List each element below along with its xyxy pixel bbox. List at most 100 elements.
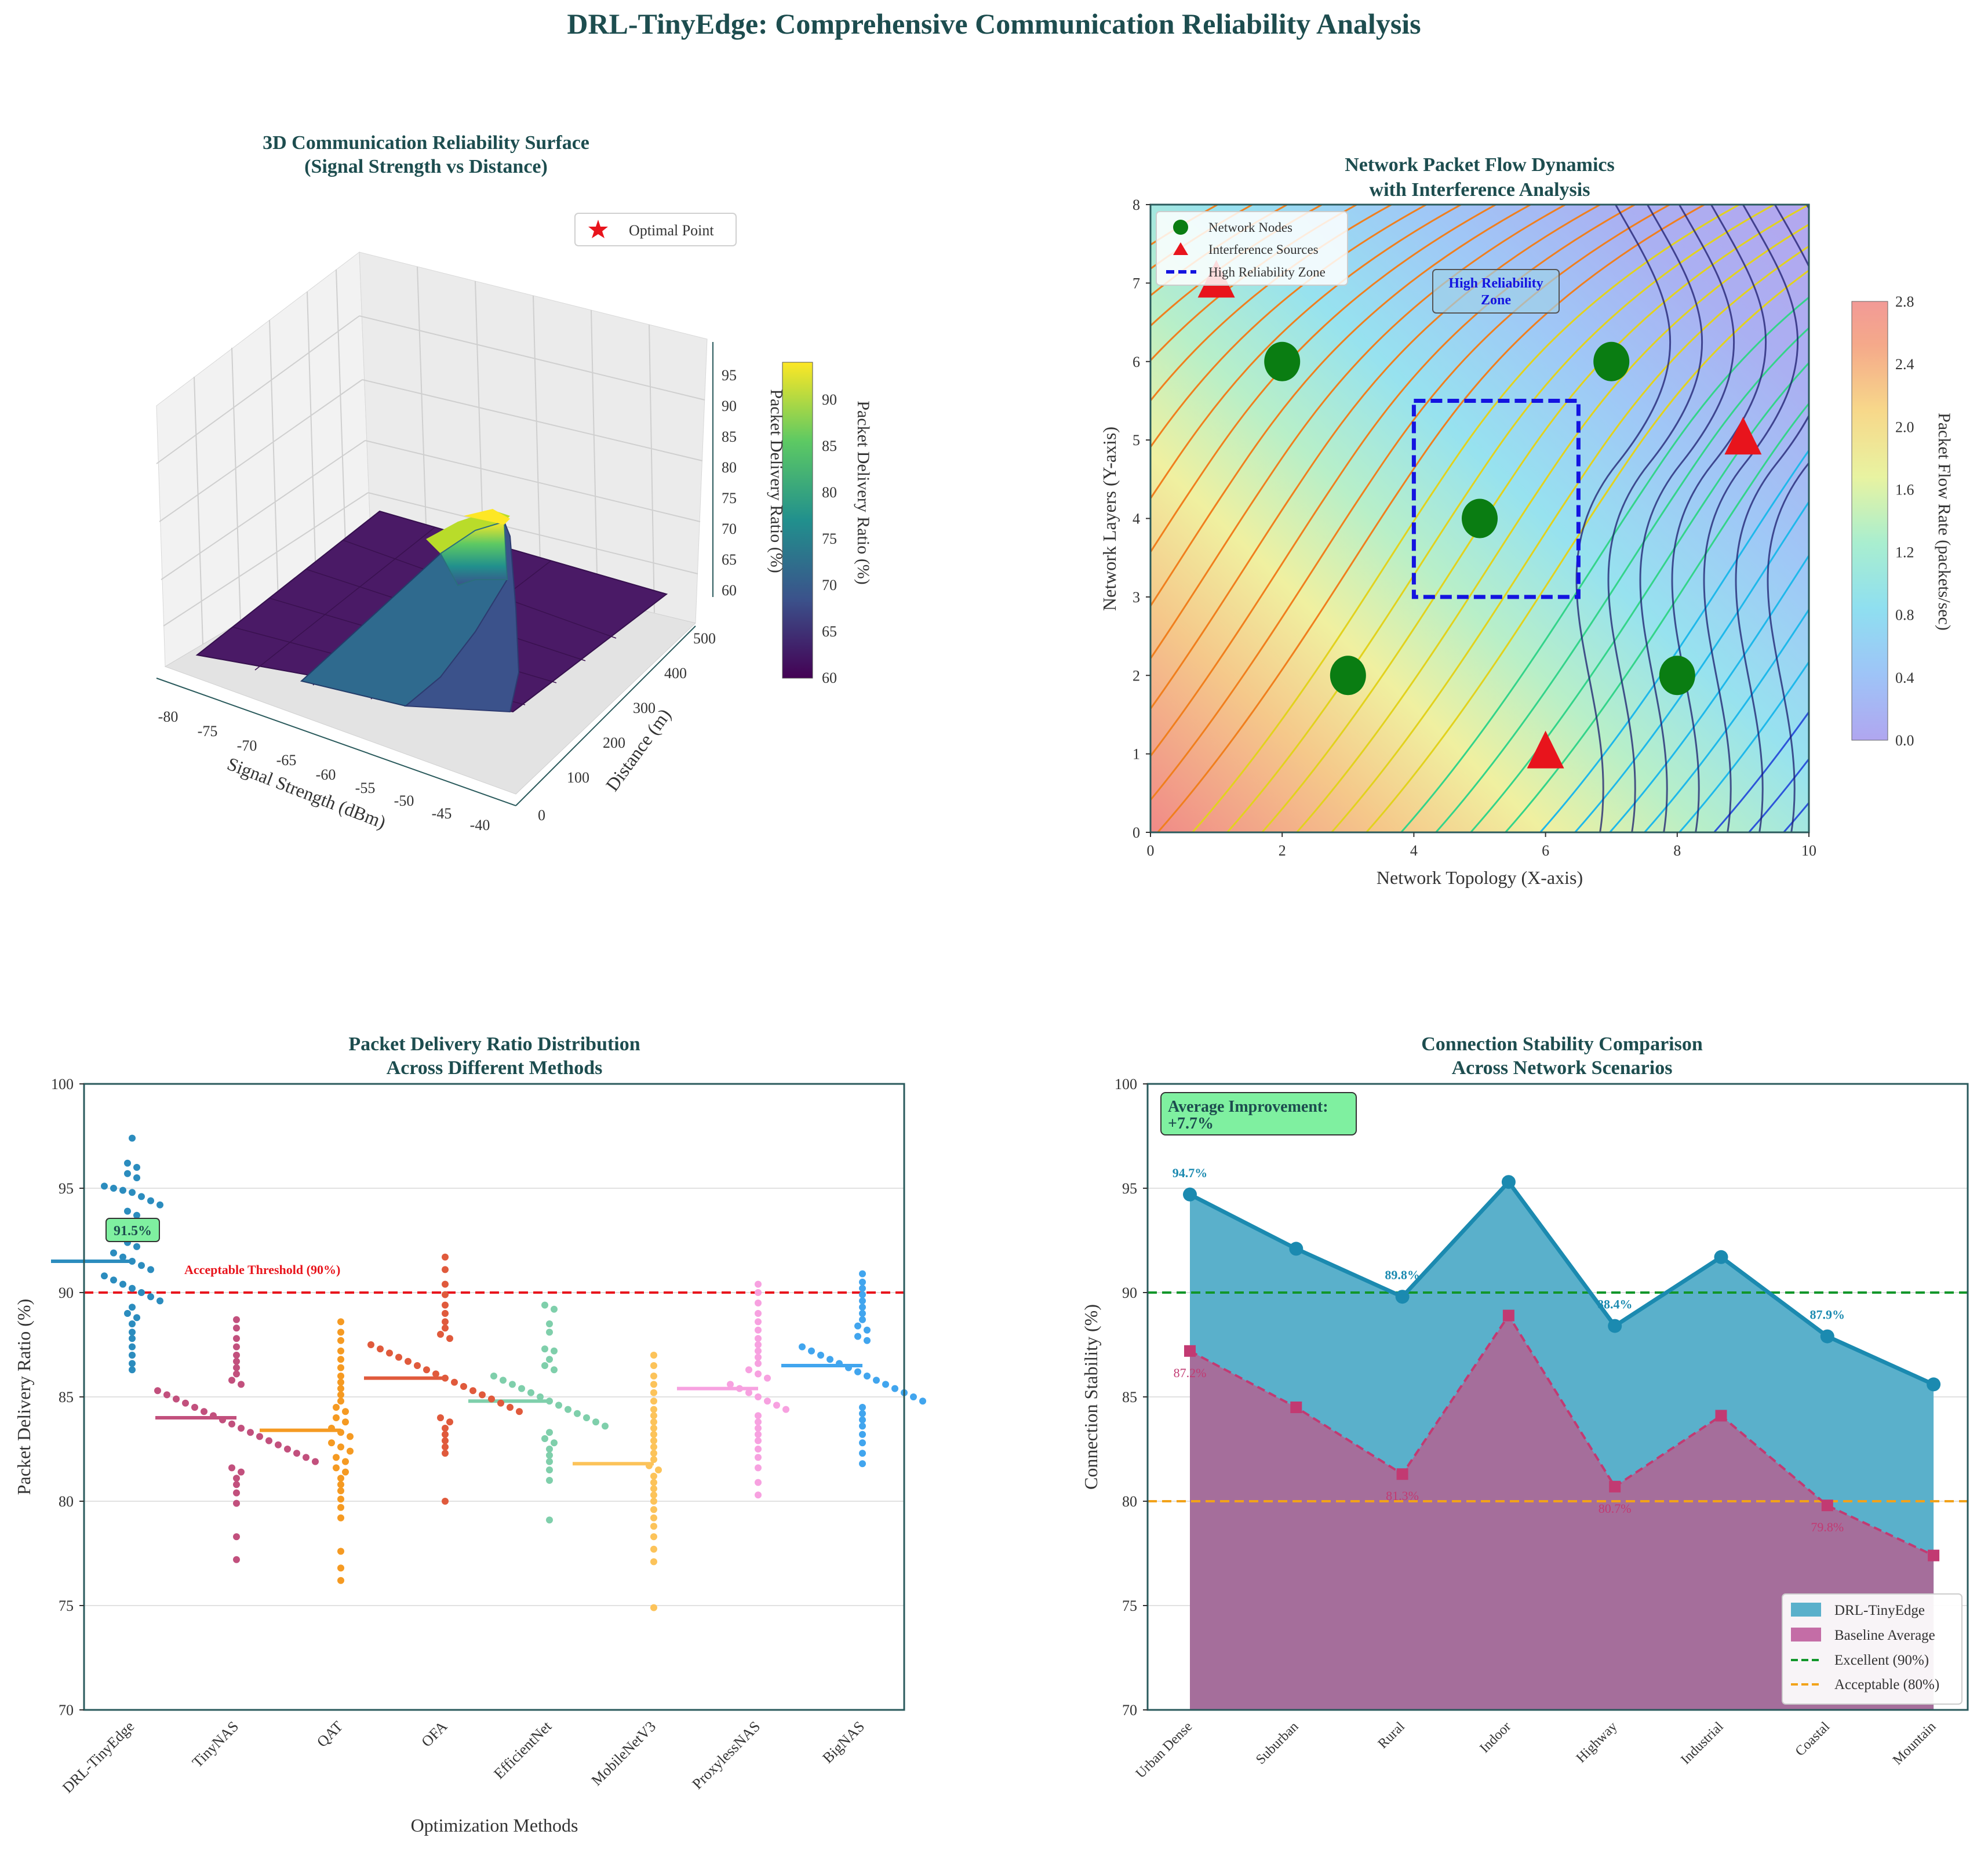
swarm-point — [859, 1270, 866, 1277]
cbar-tick: 65 — [822, 623, 837, 640]
streamline — [1469, 361, 1809, 832]
swarm-point — [650, 1443, 657, 1451]
swarm-point — [337, 1504, 344, 1511]
swarm-point — [129, 1360, 136, 1367]
y-tick: 85 — [59, 1389, 74, 1406]
zone-label: High Reliability — [1448, 276, 1543, 291]
swarm-point — [650, 1498, 657, 1505]
swarm-point — [650, 1604, 657, 1611]
swarm-point — [337, 1429, 344, 1436]
swarm-point — [233, 1352, 240, 1359]
cbar-tick: 0.4 — [1895, 669, 1914, 686]
swarm-point — [650, 1406, 657, 1413]
swarm-point — [342, 1468, 349, 1476]
swarm-point — [650, 1450, 657, 1457]
point-label: 81.3% — [1386, 1488, 1419, 1503]
swarm-point — [129, 1134, 136, 1142]
swarm-point — [129, 1343, 136, 1351]
y-tick: 90 — [59, 1284, 74, 1301]
x-tick: -75 — [198, 723, 218, 740]
swarm-point — [546, 1397, 553, 1405]
swarm-point — [650, 1412, 657, 1419]
swarm-point — [333, 1404, 340, 1411]
series-point — [1502, 1309, 1514, 1322]
series-line — [1189, 1313, 1934, 1557]
streamline — [1539, 449, 1809, 832]
x-tick: MobileNetV3 — [588, 1718, 660, 1789]
improvement-value: +7.7% — [1168, 1115, 1214, 1133]
swarm-point — [755, 1446, 762, 1453]
high-reliability-zone — [1411, 398, 1581, 599]
surface3d-legend: Optimal Point — [574, 213, 737, 246]
x-tick: 8 — [1673, 842, 1681, 859]
legend-label: Optimal Point — [629, 222, 714, 239]
streamline — [1226, 205, 1776, 832]
swarm-point — [650, 1472, 657, 1480]
swarm-point — [337, 1347, 344, 1355]
zone-label-box: High Reliability Zone — [1432, 269, 1560, 314]
z-tick: 90 — [722, 398, 737, 414]
swarm-point — [182, 1399, 189, 1407]
swarm-point — [133, 1164, 140, 1171]
legend-label: Acceptable (80%) — [1834, 1677, 1939, 1693]
y-tick: 8 — [1133, 196, 1140, 213]
swarm-point — [546, 1446, 553, 1453]
swarm-point — [110, 1276, 117, 1284]
swarm-point — [836, 1360, 843, 1367]
interference-source — [1724, 417, 1762, 455]
swarm-point — [442, 1253, 449, 1261]
cbar-tick: 2.4 — [1895, 356, 1914, 373]
swarm-point — [655, 1466, 662, 1473]
swarm-x-label: Optimization Methods — [411, 1815, 578, 1836]
mean-annotation: 91.5% — [105, 1218, 160, 1242]
swarm-point — [859, 1460, 866, 1468]
swarm-point — [650, 1362, 657, 1369]
swarm-point — [342, 1458, 349, 1465]
z-tick: 95 — [722, 367, 737, 384]
swarm-x-ticks: DRL-TinyEdge TinyNAS QAT OFA EfficientNet Mob… — [59, 1717, 868, 1796]
swarm-point — [138, 1289, 145, 1296]
swarm-point — [337, 1328, 344, 1336]
swarm-point — [275, 1441, 282, 1448]
swarm-point — [755, 1310, 762, 1317]
swarm-point — [650, 1558, 657, 1566]
y-tick: 80 — [59, 1493, 74, 1510]
streamplot-x-ticks: 0 2 4 6 8 10 — [1147, 832, 1816, 859]
swarm-point — [546, 1328, 553, 1336]
swarm-point — [546, 1466, 553, 1473]
swarm-point — [201, 1408, 207, 1415]
swarm-point — [541, 1435, 548, 1442]
y-tick: 70 — [1122, 1702, 1137, 1719]
swarm-point — [551, 1439, 558, 1447]
swarm-point — [755, 1353, 762, 1361]
swarm-point — [432, 1370, 439, 1378]
streamline — [1191, 205, 1742, 832]
swarm-point — [442, 1450, 449, 1457]
swarm-point — [755, 1431, 762, 1438]
streamline — [1608, 554, 1809, 832]
cbar-tick: 2.8 — [1895, 293, 1914, 310]
x-tick: Urban Dense — [1133, 1719, 1195, 1781]
swarm-point — [541, 1345, 548, 1353]
swarm-point — [442, 1318, 449, 1326]
swarm-point — [124, 1170, 131, 1177]
swarm-point — [755, 1335, 762, 1342]
swarm-point — [442, 1324, 449, 1332]
swarm-point — [395, 1353, 402, 1361]
swarm-point — [592, 1418, 599, 1426]
streamline — [1156, 205, 1707, 832]
x-tick: Indoor — [1477, 1719, 1514, 1756]
swarm-point — [133, 1211, 140, 1219]
swarm-point — [864, 1337, 871, 1344]
point-label: 87.2% — [1174, 1366, 1207, 1380]
swarm-point — [650, 1352, 657, 1359]
threshold-label: Acceptable Threshold (90%) — [184, 1262, 340, 1277]
series-line — [1189, 1178, 1935, 1386]
x-ticks: -80 -75 -70 -65 -60 -55 -50 -45 -40 — [158, 708, 490, 833]
swarm-point — [129, 1258, 136, 1265]
swarm-point — [854, 1368, 861, 1375]
swarm-point — [437, 1331, 444, 1338]
swarm-point — [755, 1412, 762, 1419]
swarm-point — [864, 1326, 871, 1334]
y-tick: 95 — [1122, 1180, 1137, 1197]
